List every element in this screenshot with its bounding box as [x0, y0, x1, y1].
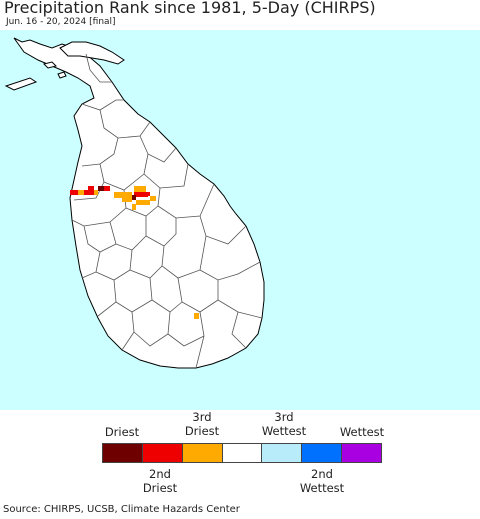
rank-cell-2nd-driest	[70, 190, 78, 195]
rank-cell-2nd-driest	[146, 192, 150, 196]
map-title: Precipitation Rank since 1981, 5-Day (CH…	[4, 0, 376, 17]
mannar-island	[4, 77, 38, 91]
rank-cell-3rd-driest	[114, 192, 132, 198]
rank-cell-3rd-driest	[134, 186, 142, 192]
legend-swatch-2nd-wettest	[302, 444, 343, 462]
legend-swatch-normal	[222, 444, 263, 462]
rank-cell-3rd-driest	[78, 190, 84, 195]
legend-swatch-3rd-wettest	[262, 444, 303, 462]
rank-cell-3rd-driest	[136, 200, 150, 205]
legend-swatch-3rd-driest	[182, 444, 223, 462]
rank-cell-2nd-driest	[84, 190, 94, 195]
legend-label-driest: Driest	[104, 425, 140, 439]
island	[57, 71, 67, 79]
rank-cell-3rd-driest	[150, 196, 156, 201]
legend-swatch-wettest	[342, 444, 382, 462]
legend-label-3rd-wettest: 3rd Wettest	[261, 410, 307, 438]
legend-swatch-driest	[103, 444, 143, 462]
source-credit: Source: CHIRPS, UCSB, Climate Hazards Ce…	[3, 504, 240, 515]
rank-cell-driest	[98, 186, 104, 191]
legend-label-2nd-wettest: 2nd Wettest	[299, 467, 345, 495]
legend-swatch-2nd-driest	[142, 444, 183, 462]
rank-cell-3rd-driest	[132, 204, 136, 210]
rank-cell-3rd-driest	[194, 313, 199, 319]
legend-label-3rd-driest: 3rd Driest	[184, 410, 220, 438]
legend-color-bar	[102, 443, 382, 463]
legend-label-wettest: Wettest	[339, 425, 385, 439]
rank-cell-3rd-driest	[122, 198, 132, 202]
rank-cell-2nd-driest	[88, 186, 94, 190]
rank-cells	[70, 186, 199, 319]
rank-cell-driest	[132, 195, 136, 200]
rank-cell-3rd-driest	[142, 186, 146, 192]
rank-cell-3rd-driest	[94, 190, 98, 195]
sri-lanka-map	[0, 30, 480, 410]
district-boundaries	[71, 53, 263, 369]
rank-cell-2nd-driest	[134, 192, 148, 197]
legend-label-2nd-driest: 2nd Driest	[142, 467, 178, 495]
island	[43, 61, 57, 69]
map-subtitle: Jun. 16 - 20, 2024 [final]	[6, 17, 116, 27]
rank-cell-2nd-driest	[104, 186, 110, 191]
jaffna-peninsula	[59, 41, 125, 65]
